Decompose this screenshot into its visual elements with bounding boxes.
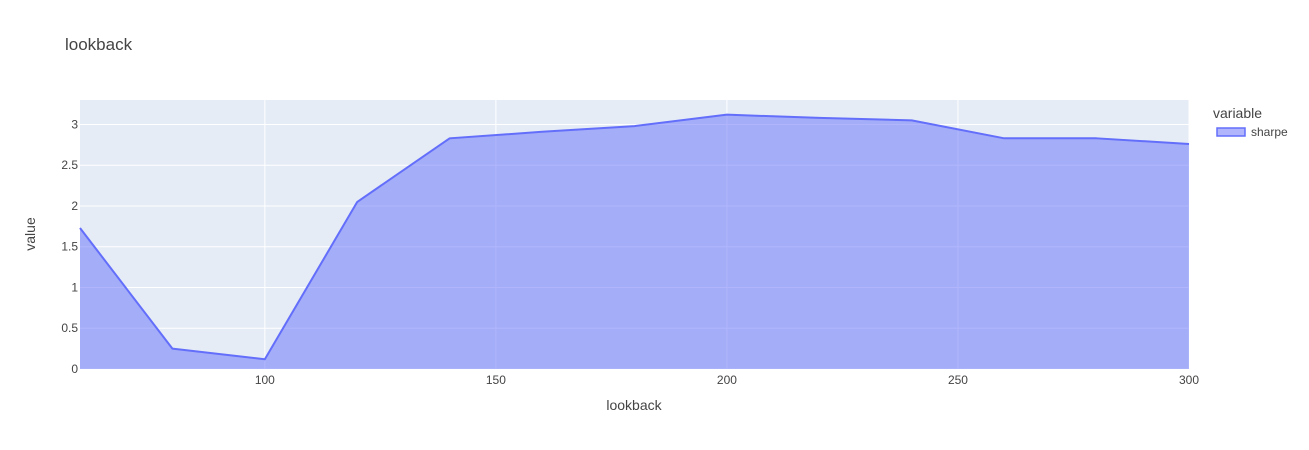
y-tick-label: 1.5 bbox=[61, 240, 78, 254]
legend-swatch bbox=[1216, 127, 1246, 137]
x-axis-title: lookback bbox=[606, 397, 662, 413]
chart-title: lookback bbox=[65, 35, 133, 54]
series-area-sharpe bbox=[80, 114, 1189, 369]
y-axis: 0 0.5 1 1.5 2 2.5 3 bbox=[61, 117, 78, 376]
y-tick-label: 2.5 bbox=[61, 158, 78, 172]
x-tick-label: 100 bbox=[255, 373, 275, 387]
x-tick-label: 300 bbox=[1179, 373, 1199, 387]
x-tick-label: 200 bbox=[717, 373, 737, 387]
y-tick-label: 2 bbox=[71, 199, 78, 213]
legend-title: variable bbox=[1213, 105, 1262, 121]
y-tick-label: 0.5 bbox=[61, 321, 78, 335]
y-tick-label: 3 bbox=[71, 117, 78, 131]
y-axis-title: value bbox=[22, 217, 38, 251]
y-tick-label: 0 bbox=[71, 362, 78, 376]
legend[interactable]: variable sharpe bbox=[1213, 105, 1288, 139]
series-line-sharpe bbox=[79, 113, 1190, 361]
series-layer bbox=[79, 113, 1190, 369]
y-tick-label: 1 bbox=[71, 280, 78, 294]
x-tick-label: 250 bbox=[948, 373, 968, 387]
x-tick-label: 150 bbox=[486, 373, 506, 387]
legend-item-label: sharpe bbox=[1251, 125, 1288, 139]
x-axis: 100 150 200 250 300 bbox=[255, 373, 1200, 387]
